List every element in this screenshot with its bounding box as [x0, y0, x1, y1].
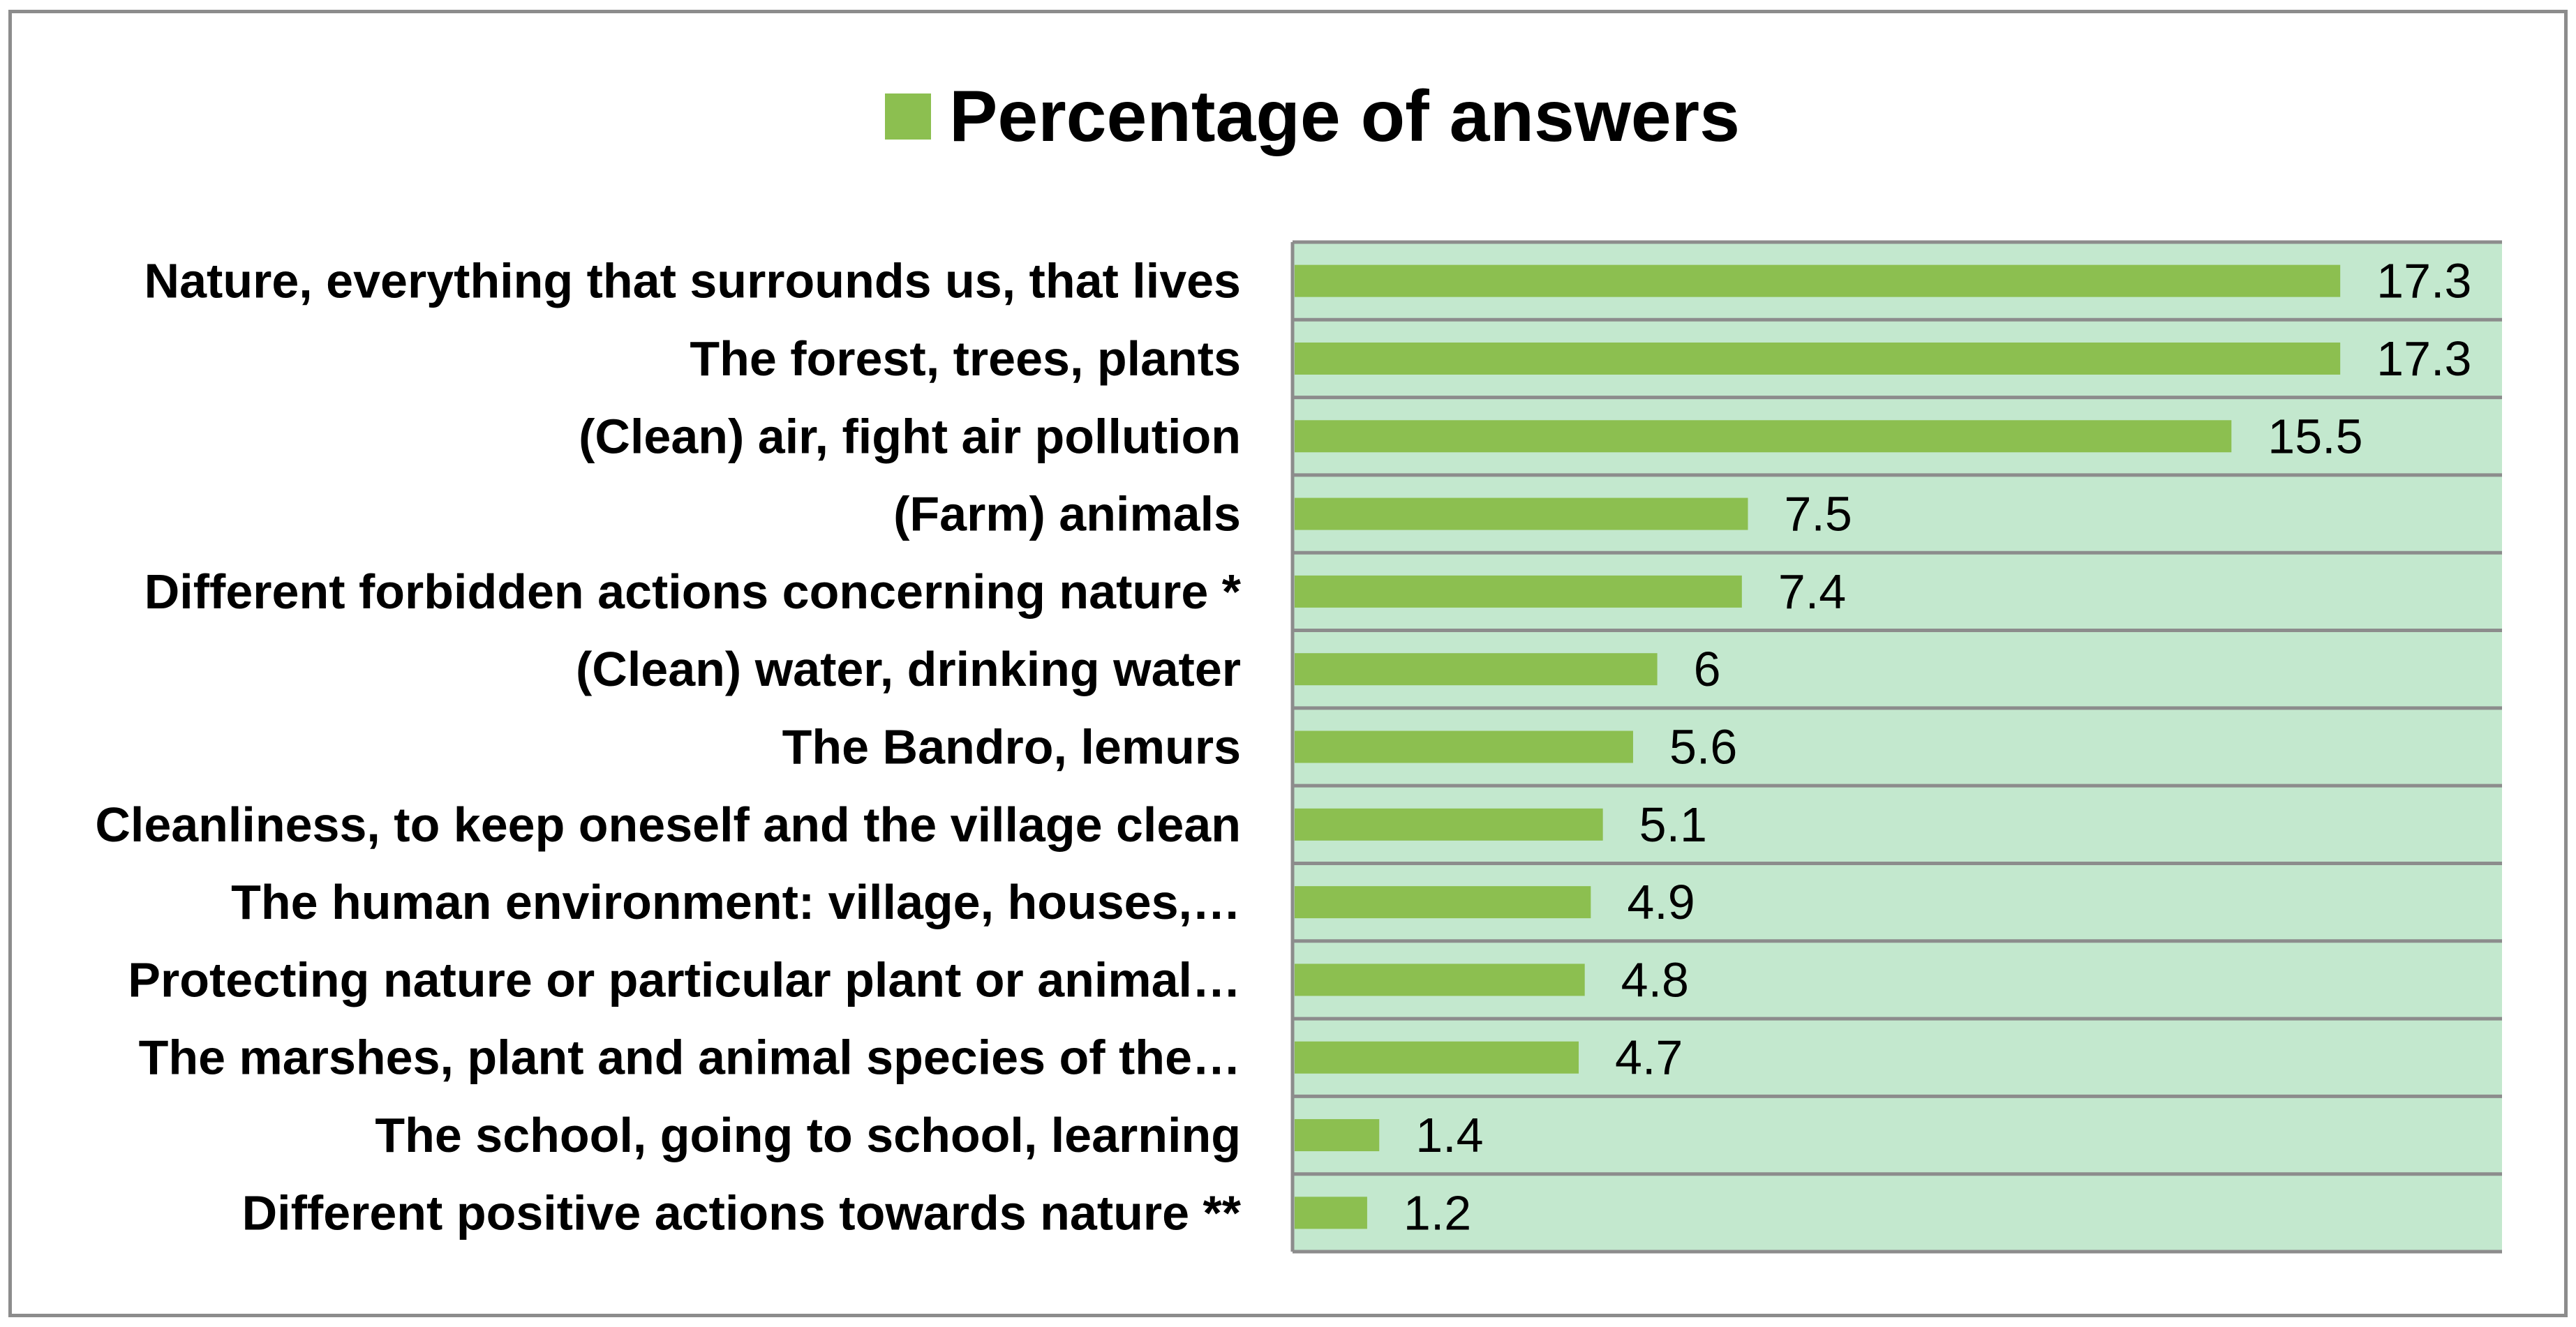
bar — [1295, 1119, 1380, 1152]
data-label: 1.4 — [1415, 1108, 1483, 1162]
bar — [1295, 342, 2341, 375]
category-label: Cleanliness, to keep oneself and the vil… — [95, 797, 1241, 852]
data-label: 7.5 — [1785, 487, 1852, 541]
category-label: Different positive actions towards natur… — [242, 1185, 1242, 1240]
data-label: 4.7 — [1615, 1030, 1683, 1085]
data-label: 4.9 — [1627, 875, 1695, 929]
category-label: (Clean) air, fight air pollution — [579, 409, 1241, 463]
bar — [1295, 497, 1748, 530]
bar — [1295, 964, 1585, 996]
bar — [1295, 730, 1633, 763]
bar — [1295, 1041, 1579, 1074]
category-label: The forest, trees, plants — [690, 331, 1241, 386]
category-label: Nature, everything that surrounds us, th… — [144, 254, 1241, 308]
data-label: 17.3 — [2376, 254, 2471, 308]
bar — [1295, 420, 2232, 453]
data-label: 6 — [1694, 642, 1721, 696]
category-label: The human environment: village, houses,… — [231, 875, 1241, 929]
data-label: 1.2 — [1404, 1185, 1471, 1240]
bar — [1295, 264, 2341, 297]
bar — [1295, 575, 1742, 608]
legend: Percentage of answers — [885, 71, 1740, 162]
legend-swatch — [885, 93, 931, 140]
bar — [1295, 808, 1603, 841]
bar — [1295, 653, 1658, 686]
bar — [1295, 886, 1591, 919]
category-label: The marshes, plant and animal species of… — [139, 1030, 1241, 1085]
data-label: 5.1 — [1639, 797, 1707, 852]
data-label: 17.3 — [2376, 331, 2471, 386]
category-label: The school, going to school, learning — [375, 1108, 1241, 1162]
category-label: The Bandro, lemurs — [782, 720, 1241, 774]
data-label: 7.4 — [1778, 564, 1846, 619]
category-label: (Farm) animals — [893, 487, 1241, 541]
category-label: Protecting nature or particular plant or… — [128, 952, 1241, 1007]
data-label: 4.8 — [1621, 952, 1689, 1007]
category-label: (Clean) water, drinking water — [576, 642, 1241, 696]
data-label: 15.5 — [2268, 409, 2362, 463]
bar — [1295, 1197, 1367, 1229]
legend-label: Percentage of answers — [949, 76, 1740, 157]
category-label: Different forbidden actions concerning n… — [144, 564, 1242, 619]
data-label: 5.6 — [1669, 720, 1737, 774]
